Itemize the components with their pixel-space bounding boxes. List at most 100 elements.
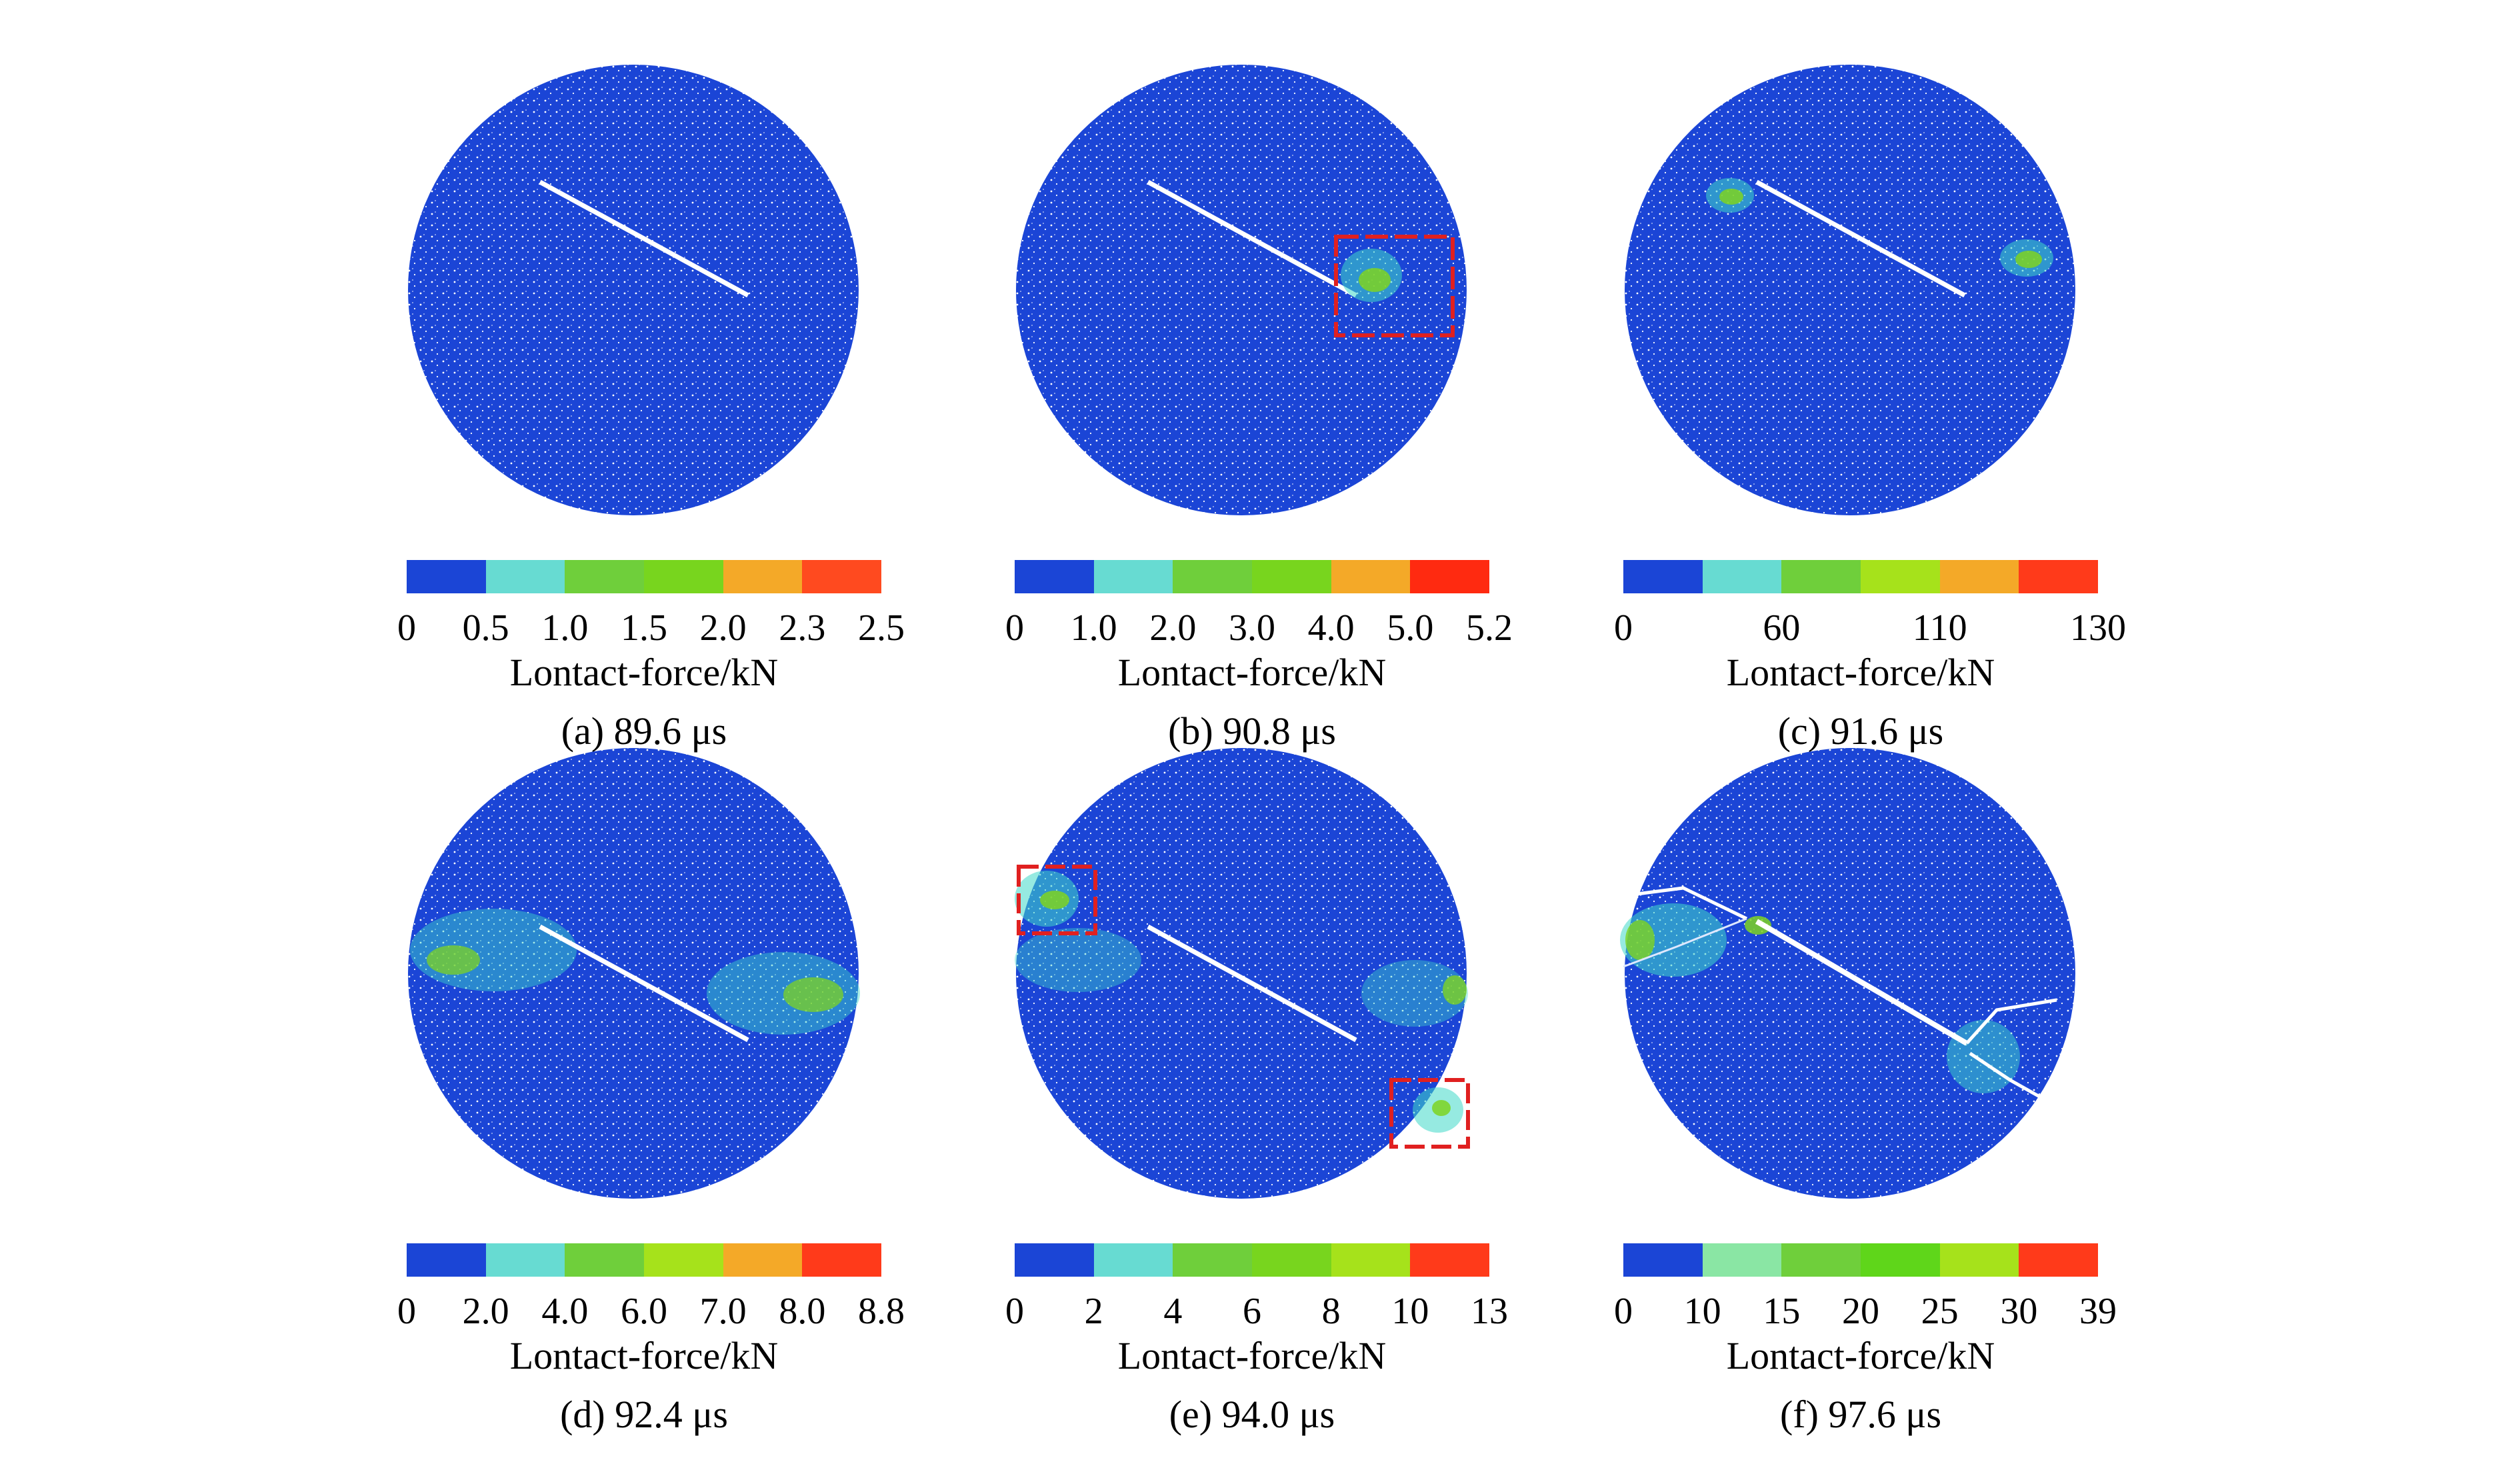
stress-band bbox=[1361, 960, 1468, 1027]
tick-label: 0 bbox=[1005, 1291, 1024, 1332]
tick-label: 0 bbox=[1005, 607, 1024, 649]
crack-line bbox=[1755, 179, 1966, 298]
tick-label: 6 bbox=[1243, 1291, 1261, 1332]
axis-label: Lontact-force/kN bbox=[1117, 1334, 1387, 1377]
colorbar-segment bbox=[723, 1243, 803, 1277]
colorbar-segment bbox=[802, 560, 882, 593]
tick-label: 8.0 bbox=[779, 1291, 826, 1332]
tick-label: 3.0 bbox=[1229, 607, 1275, 649]
colorbar-segment bbox=[1410, 1243, 1490, 1277]
colorbar bbox=[407, 560, 882, 593]
axis-label: Lontact-force/kN bbox=[1726, 651, 1995, 694]
panel-caption: (c) 91.6 μs bbox=[1777, 709, 1944, 753]
colorbar-segment bbox=[1939, 1243, 2019, 1277]
tick-label: 8.8 bbox=[858, 1291, 905, 1332]
panel-b: 0 1.0 2.0 3.0 4.0 5.0 5.2 Lontact-force/… bbox=[941, 63, 1541, 770]
colorbar-segment bbox=[802, 1243, 882, 1277]
panel-caption: (a) 89.6 μs bbox=[561, 709, 727, 753]
axis-label: Lontact-force/kN bbox=[1726, 1334, 1995, 1377]
secondary-crack bbox=[1969, 1051, 2065, 1112]
tick-label: 15 bbox=[1763, 1291, 1801, 1332]
panel-f: 0 10 15 20 25 30 39 Lontact-force/kN (f)… bbox=[1550, 747, 2150, 1453]
colorbar-segment bbox=[1252, 1243, 1331, 1277]
disk-plot-f bbox=[1620, 748, 2075, 1199]
tick-label: 130 bbox=[2070, 607, 2126, 649]
tick-label: 0.5 bbox=[462, 607, 509, 649]
tick-label: 110 bbox=[1912, 607, 1967, 649]
tick-label: 2.3 bbox=[779, 607, 826, 649]
tick-label: 0 bbox=[397, 607, 416, 649]
tick-label: 2.0 bbox=[1149, 607, 1197, 649]
tick-label: 25 bbox=[1921, 1291, 1959, 1332]
colorbar-segment bbox=[565, 1243, 645, 1277]
colorbar-segment bbox=[1702, 560, 1782, 593]
colorbar-segment bbox=[1939, 560, 2019, 593]
disk-plot-b bbox=[1016, 65, 1467, 515]
stress-band bbox=[1015, 928, 1141, 992]
tick-label: 2.0 bbox=[462, 1291, 509, 1332]
colorbar-segment bbox=[1173, 560, 1253, 593]
stress-cluster bbox=[1745, 916, 1771, 935]
colorbar-segment bbox=[644, 560, 723, 593]
colorbar-segment bbox=[407, 1243, 486, 1277]
colorbar bbox=[1623, 1243, 2099, 1277]
tick-label: 4 bbox=[1163, 1291, 1183, 1332]
stress-cluster bbox=[1443, 975, 1467, 1005]
colorbar-segment bbox=[723, 560, 803, 593]
panel-caption: (e) 94.0 μs bbox=[1169, 1393, 1335, 1436]
colorbar-segment bbox=[1015, 1243, 1094, 1277]
tick-label: 5.0 bbox=[1387, 607, 1434, 649]
secondary-crack bbox=[1623, 917, 1747, 968]
stress-cluster bbox=[1359, 268, 1391, 292]
colorbar-segment bbox=[1252, 560, 1331, 593]
colorbar-segment bbox=[1861, 560, 1940, 593]
secondary-crack bbox=[1626, 886, 1748, 921]
axis-label: Lontact-force/kN bbox=[509, 1334, 779, 1377]
colorbar-segment bbox=[407, 560, 486, 593]
crack-line bbox=[539, 179, 749, 298]
stress-cluster bbox=[2015, 251, 2042, 268]
colorbar-segment bbox=[1093, 1243, 1173, 1277]
tick-label: 2 bbox=[1084, 1291, 1103, 1332]
panel-c: 0 60 110 130 Lontact-force/kN (c) 91.6 μ… bbox=[1550, 63, 2150, 770]
colorbar-segment bbox=[1410, 560, 1490, 593]
colorbar-ticks: 0 60 110 130 bbox=[1614, 607, 2126, 653]
colorbar bbox=[1623, 560, 2099, 593]
tick-label: 7.0 bbox=[699, 1291, 747, 1332]
highlight-box bbox=[1017, 865, 1097, 935]
colorbar-ticks: 0 2 4 6 8 10 13 bbox=[1005, 1290, 1508, 1337]
tick-label: 1.0 bbox=[1070, 607, 1117, 649]
colorbar-ticks: 0 0.5 1.0 1.5 2.0 2.3 2.5 bbox=[397, 607, 905, 653]
colorbar bbox=[407, 1243, 882, 1277]
colorbar bbox=[1015, 560, 1490, 593]
stress-cluster bbox=[1719, 189, 1743, 205]
disk-plot-a bbox=[408, 65, 859, 515]
panel-a: 0 0.5 1.0 1.5 2.0 2.3 2.5 Lontact-force/… bbox=[333, 63, 933, 770]
disk-plot-e bbox=[1015, 748, 1470, 1199]
colorbar-segment bbox=[1702, 1243, 1782, 1277]
colorbar-segment bbox=[1331, 560, 1411, 593]
tick-label: 60 bbox=[1763, 607, 1801, 649]
colorbar-segment bbox=[485, 1243, 565, 1277]
tick-label: 0 bbox=[397, 1291, 416, 1332]
crack-line bbox=[1755, 919, 1969, 1046]
colorbar-segment bbox=[1781, 560, 1861, 593]
colorbar-segment bbox=[1861, 1243, 1940, 1277]
panel-d: 0 2.0 4.0 6.0 7.0 8.0 8.8 Lontact-force/… bbox=[333, 747, 933, 1453]
tick-label: 39 bbox=[2079, 1291, 2117, 1332]
tick-label: 0 bbox=[1614, 1291, 1633, 1332]
crack-line bbox=[539, 924, 749, 1043]
tick-label: 10 bbox=[1683, 1291, 1721, 1332]
colorbar-segment bbox=[1173, 1243, 1253, 1277]
colorbar-segment bbox=[485, 560, 565, 593]
colorbar-segment bbox=[644, 1243, 723, 1277]
colorbar-segment bbox=[1623, 1243, 1703, 1277]
colorbar-segment bbox=[565, 560, 645, 593]
stress-band bbox=[1947, 1020, 2020, 1093]
tick-label: 0 bbox=[1614, 607, 1633, 649]
highlight-box bbox=[1389, 1078, 1470, 1149]
stress-cluster bbox=[783, 977, 843, 1012]
panel-caption: (b) 90.8 μs bbox=[1168, 709, 1336, 753]
tick-label: 30 bbox=[2000, 1291, 2038, 1332]
axis-label: Lontact-force/kN bbox=[1117, 651, 1387, 694]
